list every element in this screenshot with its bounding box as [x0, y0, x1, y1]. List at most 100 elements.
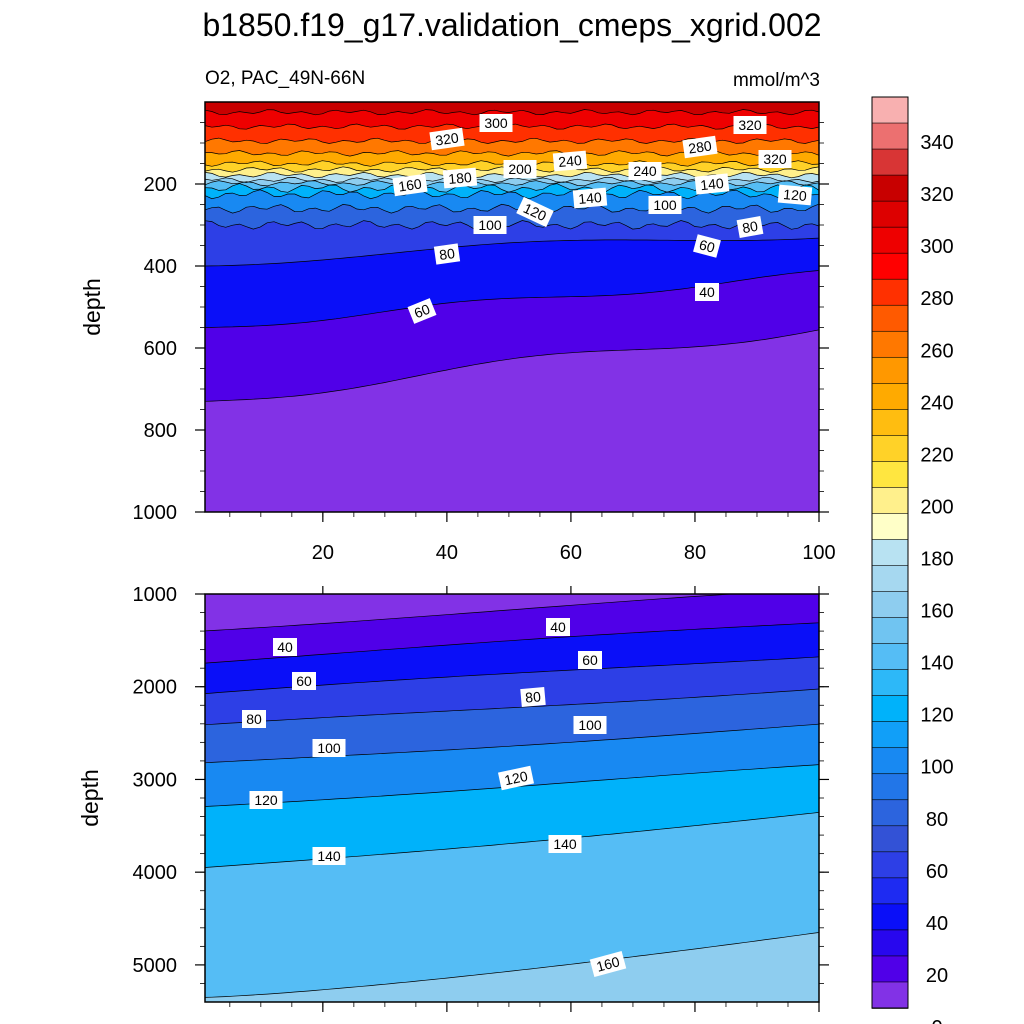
upper-y-tick-label: 200 — [144, 174, 177, 196]
lower-contour-label-12-bg — [589, 951, 627, 977]
lower-y-tick-label: 1000 — [133, 584, 178, 606]
upper-ticks: 20 40 60 80 100 200 400 600 800 1000 — [133, 122, 836, 564]
colorbar-label: 40 — [926, 913, 948, 935]
upper-contour-label-14: 100 — [648, 196, 682, 214]
upper-contour-label-11-bg — [572, 187, 608, 209]
colorbar-cell — [871, 461, 909, 489]
colorbar-label: 120 — [920, 705, 953, 727]
upper-contour-280 — [204, 137, 820, 144]
colorbar-label: 100 — [920, 757, 953, 779]
colorbar-label: 200 — [920, 496, 953, 518]
units-label: mmol/m^3 — [733, 70, 820, 91]
upper-contour-label-3: 280 — [682, 135, 718, 159]
upper-x-tick-label: 100 — [802, 542, 835, 564]
lower-fill — [205, 594, 819, 1002]
upper-contour-label-12-bg — [777, 184, 813, 206]
upper-x-tick-label: 60 — [560, 542, 582, 564]
lower-contour-label-8-bg — [249, 791, 283, 809]
upper-contour-label-18-bg — [693, 234, 721, 258]
figure-title: b1850.f19_g17.validation_cmeps_xgrid.002 — [202, 7, 821, 43]
colorbar-cell — [871, 356, 909, 385]
upper-contour-label-9-text: 160 — [397, 175, 423, 194]
upper-contour-label-0-text: 320 — [434, 129, 460, 148]
colorbar-cell — [871, 955, 909, 983]
upper-contour-label-16: 80 — [736, 216, 764, 238]
colorbar-label: 320 — [920, 184, 953, 206]
colorbar-label: 160 — [920, 601, 953, 623]
lower-contour-label-0-text: 40 — [277, 639, 293, 655]
lower-contour-label-11-bg — [548, 835, 582, 853]
upper-y-axis-title: depth — [79, 278, 105, 336]
upper-contour-label-0: 320 — [429, 127, 465, 151]
lower-contour-40 — [204, 622, 820, 664]
colorbar-cell — [871, 304, 909, 333]
colorbar-cell — [871, 539, 909, 567]
upper-contour-label-10: 140 — [694, 173, 730, 195]
upper-x-tick-label: 80 — [684, 542, 706, 564]
colorbar-cell — [871, 487, 909, 515]
upper-contour-label-7: 240 — [628, 162, 662, 180]
lower-contour-label-9-bg — [497, 765, 535, 791]
lower-contour-label-6-text: 100 — [317, 740, 341, 756]
upper-contour-label-14-bg — [648, 196, 682, 214]
lower-contour-lines — [204, 593, 820, 998]
upper-contour-80 — [204, 220, 820, 230]
upper-contour-label-5-text: 240 — [558, 152, 583, 170]
upper-contour-label-17: 80 — [433, 243, 461, 265]
lower-contour-label-7-text: 100 — [578, 717, 602, 733]
lower-contour-label-5-text: 80 — [525, 688, 542, 705]
upper-contour-label-17-text: 80 — [438, 245, 456, 263]
upper-contour-label-1-text: 300 — [484, 115, 508, 131]
colorbar-cell — [871, 226, 909, 254]
lower-contour-label-2: 60 — [292, 672, 316, 690]
lower-y-tick-label: 4000 — [133, 862, 178, 884]
lower-contour-label-12: 160 — [589, 951, 627, 977]
upper-contour-label-19-text: 60 — [412, 301, 433, 322]
upper-contour-label-1-bg — [479, 114, 513, 132]
colorbar-cell — [871, 330, 909, 359]
lower-contour-label-3: 60 — [578, 651, 602, 669]
upper-contour-label-5: 240 — [552, 150, 588, 172]
upper-contour-label-3-bg — [682, 135, 718, 159]
colorbar-label: 340 — [920, 132, 953, 154]
upper-y-tick-label: 1000 — [133, 502, 178, 524]
colorbar-cell — [871, 981, 909, 1009]
upper-contour-label-19-bg — [407, 298, 437, 324]
lower-contour-label-4: 80 — [242, 710, 266, 728]
lower-contour-20 — [204, 593, 819, 632]
upper-contour-label-8-text: 180 — [448, 169, 473, 187]
upper-contour-320 — [204, 109, 820, 116]
lower-contour-160 — [204, 932, 820, 998]
lower-contour-label-10-text: 140 — [317, 848, 341, 864]
colorbar-cell — [871, 200, 909, 228]
upper-contour-label-20-text: 40 — [699, 284, 715, 300]
colorbar-label: 300 — [920, 236, 953, 258]
upper-panel: 320 300 320 280 320 240 200 240 180 160 140 140 120 1… — [79, 101, 836, 564]
lower-contour-100 — [204, 723, 820, 764]
upper-contour-label-19: 60 — [407, 298, 437, 324]
lower-y-tick-label: 5000 — [133, 955, 178, 977]
colorbar-cell — [871, 122, 909, 150]
upper-contour-label-9-bg — [392, 173, 428, 197]
lower-contour-label-7: 100 — [573, 716, 607, 734]
upper-contour-label-11: 140 — [572, 187, 608, 209]
colorbar-label: 240 — [920, 392, 953, 414]
colorbar-cell — [871, 96, 909, 124]
colorbar-cell — [871, 695, 909, 723]
lower-contour-label-1: 40 — [546, 618, 570, 636]
colorbar-cell — [871, 435, 909, 463]
lower-contour-80 — [204, 688, 820, 726]
colorbar-cell — [871, 747, 909, 775]
colorbar-cell — [871, 409, 909, 437]
colorbar-cell — [871, 591, 909, 619]
upper-x-tick-label: 40 — [436, 542, 458, 564]
upper-contour-label-16-bg — [736, 216, 764, 238]
upper-x-tick-label: 20 — [312, 542, 334, 564]
upper-contour-label-15-text: 100 — [478, 217, 502, 233]
upper-y-tick-label: 800 — [144, 420, 177, 442]
lower-contour-label-3-bg — [578, 651, 602, 669]
lower-contour-label-5-bg — [520, 686, 546, 708]
colorbar-cell — [871, 643, 909, 671]
upper-contour-label-4-text: 320 — [763, 151, 787, 167]
lower-contour-labels: 40 40 60 60 80 80 100 100 120 120 140 140 160 — [242, 618, 627, 977]
